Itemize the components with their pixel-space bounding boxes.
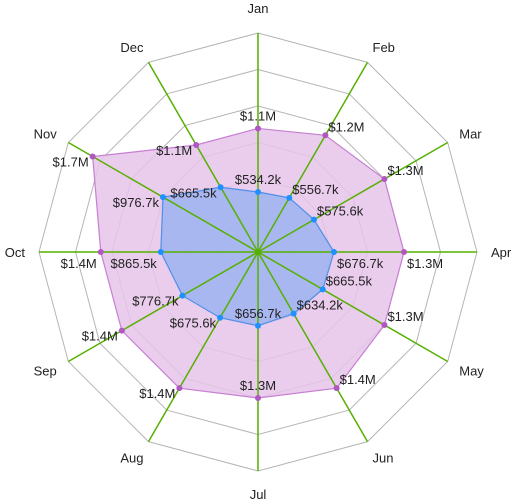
series-2-point-sep — [179, 292, 186, 299]
series-1-point-jan — [255, 125, 261, 132]
series-1-value-label-nov: $1.7M — [53, 155, 89, 170]
series-2-value-label-jul: $656.7k — [235, 306, 282, 321]
series-2-value-label-sep: $776.7k — [132, 294, 179, 309]
axis-sep — [67, 251, 259, 363]
series-2-point-jan — [255, 189, 261, 196]
series-2-value-label-oct: $865.5k — [111, 256, 158, 271]
series-2-point-jul — [255, 322, 261, 329]
series-1-value-label-feb: $1.2M — [328, 119, 364, 134]
series-1-point-dec — [193, 142, 200, 149]
series-2-value-label-aug: $675.6k — [170, 316, 217, 331]
series-2-point-apr — [331, 249, 337, 255]
category-label-aug: Aug — [120, 450, 143, 465]
category-label-dec: Dec — [120, 40, 144, 55]
series-1-point-jun — [333, 385, 340, 392]
series-2-value-label-apr: $676.7k — [337, 256, 384, 271]
category-label-apr: Apr — [491, 245, 512, 260]
series-1-value-label-dec: $1.1M — [156, 143, 192, 158]
axis-aug — [147, 251, 259, 443]
category-label-sep: Sep — [34, 364, 57, 379]
series-1-value-label-may: $1.3M — [387, 309, 423, 324]
series-1-value-label-jan: $1.1M — [240, 108, 276, 123]
series-1-point-feb — [322, 132, 329, 139]
category-label-may: May — [459, 364, 484, 379]
series-2-value-label-dec: $665.5k — [170, 185, 217, 200]
series-1-value-label-apr: $1.3M — [407, 256, 443, 271]
series-2-point-nov — [160, 194, 166, 201]
series-2-value-label-jun: $634.2k — [297, 298, 344, 313]
category-labels: Jan Feb Mar Apr May Jun Jul Aug Sep Oct Nov Dec — [5, 1, 512, 502]
series-2-point-aug — [217, 314, 224, 321]
series-2-value-label-feb: $556.7k — [292, 182, 339, 197]
series-1-point-aug — [176, 385, 183, 392]
series-1-point-nov — [89, 153, 96, 160]
category-label-mar: Mar — [459, 127, 482, 142]
series-1-point-oct — [97, 249, 104, 255]
series-1-value-label-sep: $1.4M — [82, 329, 118, 344]
axis-may — [257, 251, 449, 363]
series-1-point-may — [381, 322, 388, 328]
axis-jun — [257, 251, 369, 443]
series-2-point-feb — [286, 194, 293, 201]
series-2-point-jun — [290, 310, 297, 317]
series-2-point-mar — [310, 216, 317, 223]
series-2-point-oct — [157, 249, 164, 255]
category-label-jul: Jul — [250, 487, 267, 502]
series-1-value-label-mar: $1.3M — [387, 163, 423, 178]
series-1-value-label-oct: $1.4M — [61, 256, 97, 271]
series-1-point-mar — [381, 176, 388, 182]
series-2-value-label-jan: $534.2k — [235, 172, 282, 187]
axis-mar — [257, 141, 449, 253]
series-1-value-label-jun: $1.4M — [340, 372, 376, 387]
category-label-jan: Jan — [248, 1, 269, 16]
series-2-value-label-may: $665.5k — [326, 273, 373, 288]
axis-dec — [147, 61, 259, 253]
value-labels: $1.1M $1.2M $1.3M $1.3M $1.3M $1.4M $1.3M $1.4M… — [53, 108, 444, 401]
series-2-value-label-nov: $976.7k — [113, 195, 160, 210]
series-2-value-label-mar: $575.6k — [317, 204, 364, 219]
axes — [39, 33, 477, 471]
series-1-point-jul — [255, 395, 261, 401]
series-1-value-label-jul: $1.3M — [240, 378, 276, 393]
category-label-feb: Feb — [373, 40, 395, 55]
series-1-value-label-aug: $1.4M — [139, 386, 175, 401]
axis-feb — [257, 61, 369, 253]
category-label-nov: Nov — [34, 127, 58, 142]
series-1-point-sep — [118, 327, 125, 334]
series-1-point-apr — [401, 249, 407, 255]
points — [89, 125, 407, 401]
category-label-oct: Oct — [5, 245, 26, 260]
category-label-jun: Jun — [373, 450, 394, 465]
series-2-point-dec — [217, 184, 224, 191]
series-2-point-may — [319, 286, 326, 293]
